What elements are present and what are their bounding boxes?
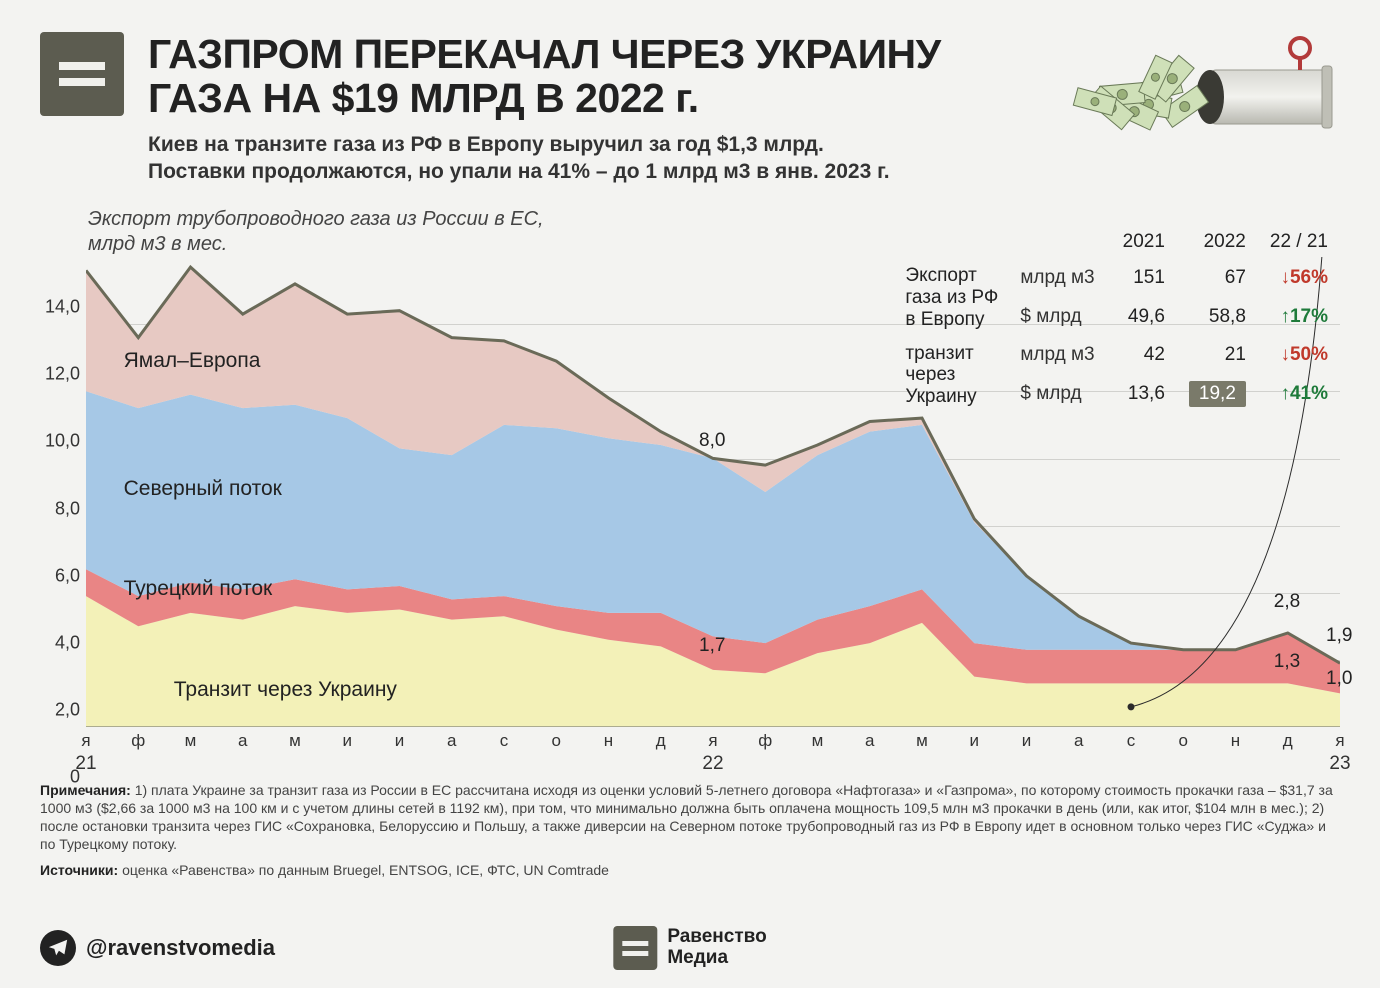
cell-delta: ↓50% — [1258, 337, 1340, 374]
footer-handle: @ravenstvomedia — [86, 935, 275, 961]
x-tick: я — [81, 731, 90, 751]
chart-annot: 1,3 — [1274, 651, 1300, 673]
x-tick: ф — [758, 731, 772, 751]
chart-annot: 2,8 — [1274, 591, 1300, 613]
x-tick: д — [1283, 731, 1293, 751]
x-tick: и — [970, 731, 980, 751]
series-label: Транзит через Украину — [174, 678, 397, 702]
chart-axis-title: Экспорт трубопроводного газа из России в… — [88, 207, 544, 257]
title-line-2: ГАЗА НА $19 МЛРД В 2022 г. — [148, 75, 699, 121]
chart-annot: 1,0 — [1326, 668, 1352, 690]
cell-2022: 21 — [1177, 337, 1258, 374]
y-tick: 14,0 — [45, 297, 80, 318]
row-unit: $ млрд — [1008, 298, 1110, 337]
chart-annot: 1,7 — [699, 635, 725, 657]
cell-2022: 19,2 — [1177, 373, 1258, 414]
y-tick: 12,0 — [45, 364, 80, 385]
x-tick: а — [1074, 731, 1083, 751]
x-tick: с — [500, 731, 509, 751]
x-tick: м — [185, 731, 197, 751]
x-tick: ф — [131, 731, 145, 751]
x-tick: а — [238, 731, 247, 751]
x-tick: с — [1127, 731, 1136, 751]
series-label: Северный поток — [124, 477, 282, 501]
x-tick: м — [916, 731, 928, 751]
y-tick: 4,0 — [55, 632, 80, 653]
subtitle-line-1: Киев на транзите газа из РФ в Европу выр… — [148, 133, 824, 156]
table-row: Экспортгаза из РФв Европумлрд м315167↓56… — [893, 259, 1340, 298]
brand-line-1: Равенство — [667, 927, 766, 948]
row-unit: $ млрд — [1008, 373, 1110, 414]
cell-2021: 151 — [1111, 259, 1177, 298]
summary-table: 2021202222 / 21Экспортгаза из РФв Европу… — [893, 225, 1340, 414]
title-line-1: ГАЗПРОМ ПЕРЕКАЧАЛ ЧЕРЕЗ УКРАИНУ — [148, 31, 941, 77]
brand-logo-icon — [40, 32, 124, 116]
notes-body: 1) плата Украине за транзит газа из Росс… — [40, 782, 1333, 852]
table-row: транзитчерезУкраинумлрд м34221↓50% — [893, 337, 1340, 374]
series-label: Ямал–Европа — [124, 349, 261, 373]
axis-title-2: млрд м3 в мес. — [88, 233, 227, 255]
table-col-header: 2022 — [1177, 225, 1258, 259]
footer: @ravenstvomedia Равенство Медиа — [40, 930, 1340, 966]
telegram-icon — [40, 930, 76, 966]
cell-2021: 49,6 — [1111, 298, 1177, 337]
row-label: Экспортгаза из РФв Европу — [893, 259, 1008, 337]
row-unit: млрд м3 — [1008, 259, 1110, 298]
footer-brand: Равенство Медиа — [613, 926, 766, 970]
cell-delta: ↓56% — [1258, 259, 1340, 298]
x-tick: м — [812, 731, 824, 751]
cell-2021: 13,6 — [1111, 373, 1177, 414]
sources-text: Источники: оценка «Равенства» по данным … — [40, 862, 1340, 880]
axis-title-1: Экспорт трубопроводного газа из России в… — [88, 208, 544, 230]
y-axis: 14,012,010,08,06,04,02,00 — [40, 257, 82, 727]
x-tick: н — [1231, 731, 1240, 751]
row-label: транзитчерезУкраину — [893, 337, 1008, 415]
y-tick: 10,0 — [45, 431, 80, 452]
chart-annot: 8,0 — [699, 430, 725, 452]
x-year-label: 21 — [75, 753, 96, 775]
x-year-label: 22 — [702, 753, 723, 775]
row-unit: млрд м3 — [1008, 337, 1110, 374]
cell-2022: 58,8 — [1177, 298, 1258, 337]
x-tick: а — [447, 731, 456, 751]
x-tick: н — [604, 731, 613, 751]
y-tick: 6,0 — [55, 565, 80, 586]
footer-logo-icon — [613, 926, 657, 970]
x-axis: яфмамииасондяфмамииасондя212223 — [86, 731, 1340, 781]
series-label: Турецкий поток — [124, 577, 273, 601]
pipe-money-icon — [1040, 30, 1340, 160]
x-year-label: 23 — [1329, 753, 1350, 775]
x-tick: и — [1022, 731, 1032, 751]
x-tick: м — [289, 731, 301, 751]
cell-2021: 42 — [1111, 337, 1177, 374]
x-tick: я — [708, 731, 717, 751]
x-tick: д — [656, 731, 666, 751]
table-col-header: 22 / 21 — [1258, 225, 1340, 259]
cell-2022: 67 — [1177, 259, 1258, 298]
chart-annot: 1,9 — [1326, 625, 1352, 647]
sources-body: оценка «Равенства» по данным Bruegel, EN… — [122, 862, 609, 878]
y-tick: 8,0 — [55, 498, 80, 519]
y-tick: 2,0 — [55, 699, 80, 720]
x-tick: я — [1335, 731, 1344, 751]
table-col-header: 2021 — [1111, 225, 1177, 259]
brand-line-2: Медиа — [667, 948, 766, 969]
subtitle-line-2: Поставки продолжаются, но упали на 41% –… — [148, 160, 890, 183]
notes-block: Примечания: 1) плата Украине за транзит … — [40, 782, 1340, 888]
cell-delta: ↑41% — [1258, 373, 1340, 414]
header: ГАЗПРОМ ПЕРЕКАЧАЛ ЧЕРЕЗ УКРАИНУ ГАЗА НА … — [0, 0, 1380, 195]
notes-text: Примечания: 1) плата Украине за транзит … — [40, 782, 1340, 854]
notes-prefix: Примечания: — [40, 782, 131, 798]
cell-delta: ↑17% — [1258, 298, 1340, 337]
x-tick: о — [1179, 731, 1188, 751]
x-tick: и — [343, 731, 353, 751]
x-tick: и — [395, 731, 405, 751]
sources-prefix: Источники: — [40, 862, 118, 878]
x-tick: о — [552, 731, 561, 751]
x-tick: а — [865, 731, 874, 751]
